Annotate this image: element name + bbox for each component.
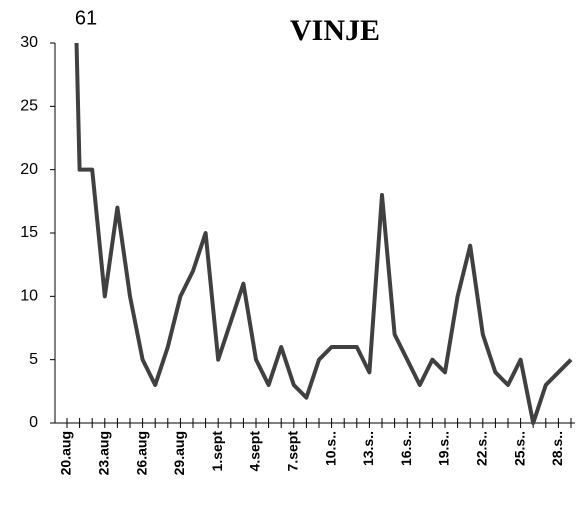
chart-title: VINJE: [290, 14, 380, 47]
y-tick-label: 5: [29, 351, 38, 368]
x-tick-label: 20.aug: [58, 431, 74, 475]
y-tick-label: 10: [20, 288, 38, 305]
x-tick-label: 16.s..: [398, 431, 414, 466]
x-tick-label: 19.s..: [436, 431, 452, 466]
x-tick-label: 28.s..: [549, 431, 565, 466]
y-tick-label: 15: [20, 224, 38, 241]
x-tick-label: 1.sept: [209, 431, 225, 472]
x-tick-label: 13.s..: [360, 431, 376, 466]
annotation: 61: [75, 7, 97, 29]
x-tick-label: 29.aug: [171, 431, 187, 475]
x-tick-label: 26.aug: [133, 431, 149, 475]
y-tick-label: 0: [29, 414, 38, 431]
x-tick-label: 22.s..: [474, 431, 490, 466]
x-tick-label: 10.s..: [322, 431, 338, 466]
y-tick-label: 20: [20, 161, 38, 178]
x-tick-label: 7.sept: [285, 431, 301, 472]
y-tick-label: 25: [20, 98, 38, 115]
x-tick-label: 23.aug: [96, 431, 112, 475]
data-line: [74, 43, 573, 425]
y-tick-label: 30: [20, 34, 38, 51]
x-tick-label: 25.s..: [511, 431, 527, 466]
x-tick-label: 4.sept: [247, 431, 263, 472]
